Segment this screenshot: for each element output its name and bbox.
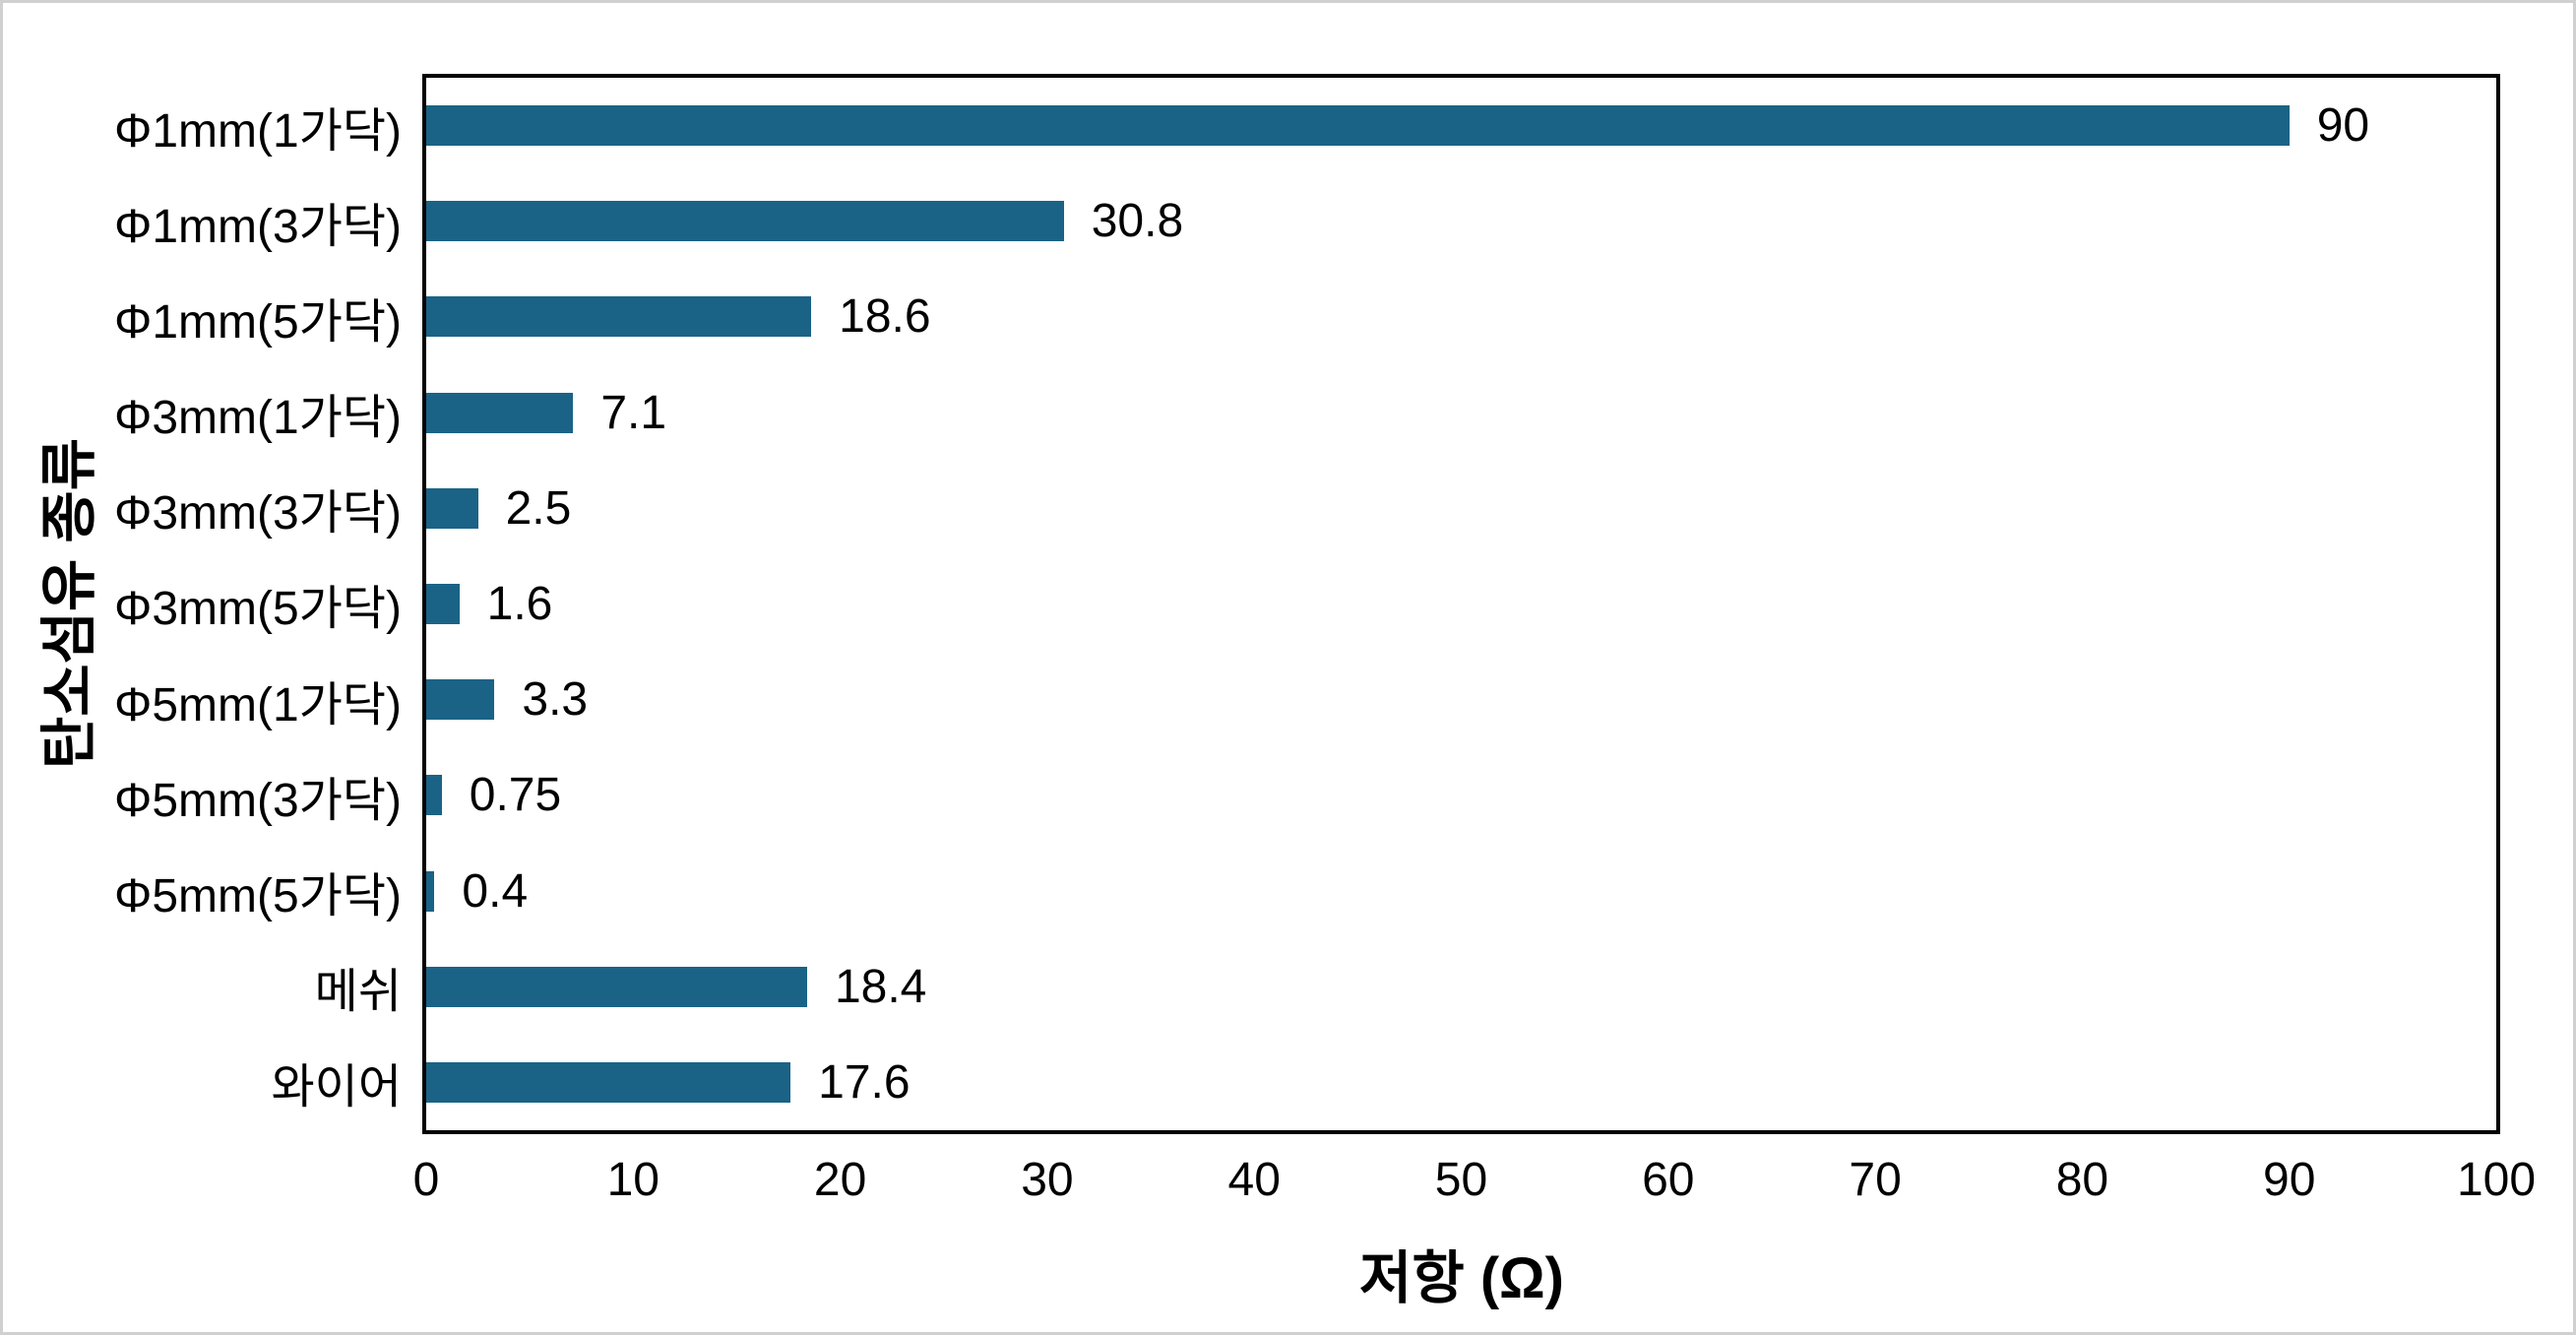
- bar: [426, 1061, 791, 1103]
- x-tick-label: 0: [412, 1154, 440, 1206]
- x-axis-title: 저항 (Ω): [1359, 1246, 1564, 1310]
- x-tick-label: 40: [1227, 1154, 1281, 1206]
- bar: [426, 584, 460, 624]
- bar-value-label: 0.75: [469, 769, 562, 822]
- bar-value-label: 30.8: [1091, 195, 1184, 248]
- category-label: Φ1mm(3가닥): [114, 200, 402, 253]
- bar: [426, 487, 478, 529]
- bar-value-label: 17.6: [818, 1055, 911, 1109]
- x-tick-label: 50: [1434, 1154, 1488, 1206]
- category-axis: Φ1mm(1가닥) Φ1mm(3가닥) Φ1mm(5가닥) Φ3mm(1가닥) Φ3mm…: [3, 78, 402, 1130]
- bar-value-label: 90: [2316, 99, 2370, 153]
- category-label: Φ3mm(3가닥): [114, 487, 402, 540]
- x-tick-label: 80: [2055, 1154, 2109, 1206]
- bar-value-label: 3.3: [522, 673, 589, 727]
- bar: [426, 201, 1064, 242]
- x-tick-label: 20: [813, 1154, 867, 1206]
- category-label: Φ3mm(1가닥): [114, 392, 402, 445]
- bar-value-label: 18.4: [834, 960, 927, 1013]
- bar: [426, 775, 442, 816]
- category-label: Φ5mm(1가닥): [114, 678, 402, 731]
- category-label: Φ5mm(5가닥): [114, 870, 402, 923]
- bar: [426, 105, 2290, 147]
- x-tick-label: 30: [1021, 1154, 1074, 1206]
- bars-container: 90 30.8 18.6 7.1 2.5 1.6 3.3 0.75 0.4 18.4 17.6: [426, 78, 2496, 1130]
- bar-value-label: 7.1: [600, 386, 667, 439]
- bar-value-label: 18.6: [839, 290, 931, 344]
- category-label: Φ5mm(3가닥): [114, 774, 402, 827]
- category-label: 메쉬: [314, 966, 402, 1019]
- bar: [426, 870, 435, 912]
- x-tick-label: 90: [2262, 1154, 2316, 1206]
- category-label: 와이어: [271, 1061, 402, 1114]
- bar: [426, 966, 807, 1007]
- x-tick-label: 10: [606, 1154, 660, 1206]
- category-label: Φ1mm(1가닥): [114, 104, 402, 158]
- category-label: Φ1mm(5가닥): [114, 295, 402, 349]
- x-tick-label: 70: [1849, 1154, 1902, 1206]
- plot-area: 90 30.8 18.6 7.1 2.5 1.6 3.3 0.75 0.4 18.4 17.6: [422, 74, 2500, 1134]
- bar-value-label: 2.5: [505, 481, 572, 535]
- bar: [426, 392, 574, 433]
- bar-value-label: 1.6: [486, 577, 553, 630]
- bar-value-label: 0.4: [462, 864, 529, 918]
- bar: [426, 296, 812, 338]
- category-label: Φ3mm(5가닥): [114, 583, 402, 636]
- x-tick-label: 100: [2456, 1154, 2537, 1206]
- bar: [426, 679, 495, 721]
- x-tick-label: 60: [1642, 1154, 1695, 1206]
